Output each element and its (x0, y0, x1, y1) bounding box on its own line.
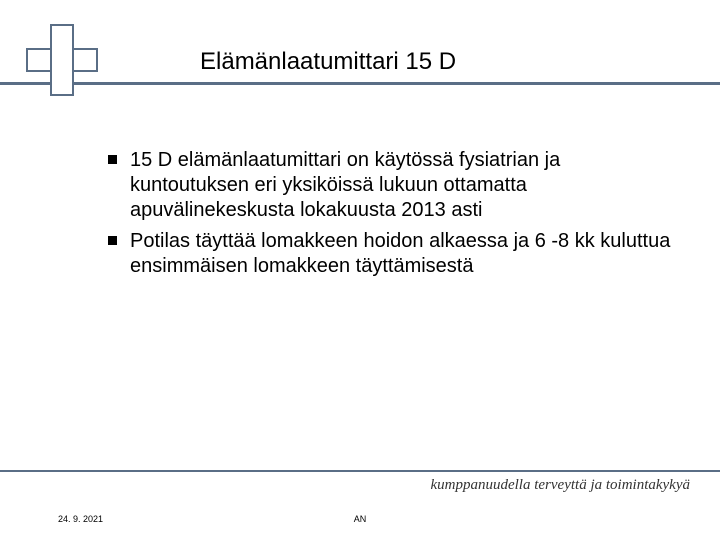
bullet-item: Potilas täyttää lomakkeen hoidon alkaess… (108, 229, 680, 279)
body-text: 15 D elämänlaatumittari on käytössä fysi… (108, 148, 680, 285)
slide-title: Elämänlaatumittari 15 D (200, 48, 456, 76)
bullet-text: 15 D elämänlaatumittari on käytössä fysi… (130, 149, 560, 221)
logo-cross-vertical (50, 24, 74, 96)
footer-center: AN (354, 514, 367, 524)
bullet-text: Potilas täyttää lomakkeen hoidon alkaess… (130, 230, 670, 277)
footer-date: 24. 9. 2021 (58, 514, 103, 524)
bottom-rule (0, 470, 720, 472)
bullet-list: 15 D elämänlaatumittari on käytössä fysi… (108, 148, 680, 279)
bullet-item: 15 D elämänlaatumittari on käytössä fysi… (108, 148, 680, 223)
slide: Elämänlaatumittari 15 D 15 D elämänlaatu… (0, 0, 720, 540)
tagline: kumppanuudella terveyttä ja toimintakyky… (430, 477, 690, 494)
title-rule (0, 82, 720, 85)
